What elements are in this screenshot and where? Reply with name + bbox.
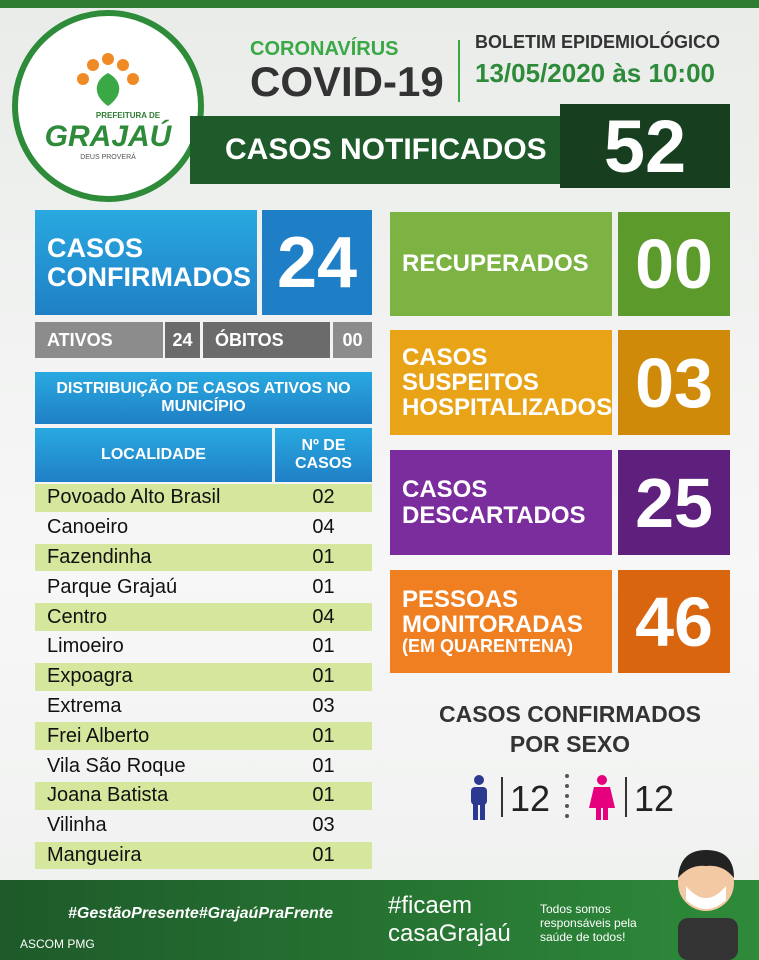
notified-label: CASOS NOTIFICADOS [190, 116, 570, 184]
cases-cell: 03 [312, 814, 335, 837]
male-count: 12 [510, 778, 551, 819]
table-row [35, 484, 372, 512]
deaths-label: ÓBITOS [203, 322, 330, 358]
logo-icon [77, 53, 139, 106]
location-cell: Fazendinha [47, 545, 152, 568]
card-title: CASOS DESCARTADOS [402, 476, 586, 529]
cases-cell: 01 [312, 843, 335, 866]
logo: PREFEITURA DE GRAJAÚ DEUS PROVERÁ [12, 10, 204, 202]
card-value: 46 [618, 570, 730, 673]
card-title: CASOS SUSPEITOS HOSPITALIZADOS [402, 343, 613, 422]
sex-icons [471, 774, 627, 820]
card-value: 00 [618, 212, 730, 316]
logo-motto: DEUS PROVERÁ [80, 154, 136, 161]
distribution-title: DISTRIBUIÇÃO DE CASOS ATIVOS NO MUNICÍPI… [35, 372, 372, 424]
column-header: LOCALIDADE [35, 428, 272, 482]
card-label: CASOS SUSPEITOS HOSPITALIZADOS [390, 330, 612, 435]
message: Todos somos responsáveis pela saúde de t… [540, 902, 637, 944]
location-cell: Mangueira [47, 843, 142, 866]
cases-cell: 01 [312, 575, 335, 598]
disease-label: COVID-19 [250, 58, 444, 105]
table-row [35, 722, 372, 751]
female-count: 12 [634, 778, 675, 819]
campaign-1: #ficaem [388, 892, 473, 919]
card-value: 03 [618, 330, 730, 435]
logo-name: GRAJAÚ [44, 120, 172, 153]
location-cell: Limoeiro [47, 635, 124, 658]
logo-prefix: PREFEITURA DE [95, 111, 161, 120]
cases-cell: 01 [312, 635, 335, 658]
card-label: PESSOAS MONITORADAS (EM QUARENTENA) [390, 570, 612, 673]
cases-cell: 01 [312, 724, 335, 747]
column-header: Nº DE CASOS [275, 428, 372, 482]
cases-cell: 03 [312, 694, 335, 717]
notified-value: 52 [560, 104, 730, 188]
cases-cell: 01 [312, 665, 335, 688]
confirmed-value: 24 [262, 210, 372, 315]
hashtags: #GestãoPresente#GrajaúPraFrente [68, 905, 334, 922]
divider [458, 40, 460, 102]
card-label: RECUPERADOS [390, 212, 612, 316]
table-row [35, 841, 372, 870]
table-row [35, 782, 372, 810]
footer [0, 880, 759, 960]
cases-cell: 04 [312, 605, 335, 628]
location-cell: Vila São Roque [47, 754, 186, 777]
location-cell: Centro [47, 605, 108, 628]
bulletin-date: 13/05/2020 às 10:00 [475, 58, 715, 88]
location-cell: Povoado Alto Brasil [47, 486, 221, 509]
child-illustration [678, 850, 738, 960]
confirmed-label: CASOS CONFIRMADOS [35, 210, 257, 315]
sex-title: CASOS CONFIRMADOS POR SEXO [439, 701, 701, 757]
location-cell: Vilinha [47, 814, 107, 837]
top-stripe [0, 0, 759, 8]
location-cell: Parque Grajaú [47, 575, 178, 598]
card-value: 25 [618, 450, 730, 555]
card-label: CASOS DESCARTADOS [390, 450, 612, 555]
active-label: ATIVOS [35, 322, 163, 358]
campaign-2: casaGrajaú [388, 920, 511, 947]
cases-cell: 01 [312, 784, 335, 807]
bulletin-label: BOLETIM EPIDEMIOLÓGICO [475, 32, 721, 52]
virus-label: CORONAVÍRUS [250, 38, 399, 60]
credit: ASCOM PMG [20, 937, 95, 951]
card-title: PESSOAS MONITORADAS [402, 585, 583, 639]
cases-cell: 01 [312, 545, 335, 568]
cases-cell: 01 [312, 754, 335, 777]
active-value: 24 [165, 322, 200, 358]
deaths-value: 00 [333, 322, 372, 358]
cases-cell: 02 [312, 486, 335, 509]
location-cell: Expoagra [47, 665, 133, 688]
cases-cell: 04 [312, 516, 335, 539]
table-row [35, 603, 372, 631]
table-row [35, 662, 372, 691]
table-row [35, 543, 372, 572]
location-cell: Joana Batista [47, 784, 169, 807]
card-title: RECUPERADOS [402, 250, 589, 278]
location-cell: Extrema [47, 694, 122, 717]
location-cell: Frei Alberto [47, 724, 150, 747]
location-cell: Canoeiro [47, 516, 129, 539]
card-note: (EM QUARENTENA) [402, 636, 573, 657]
